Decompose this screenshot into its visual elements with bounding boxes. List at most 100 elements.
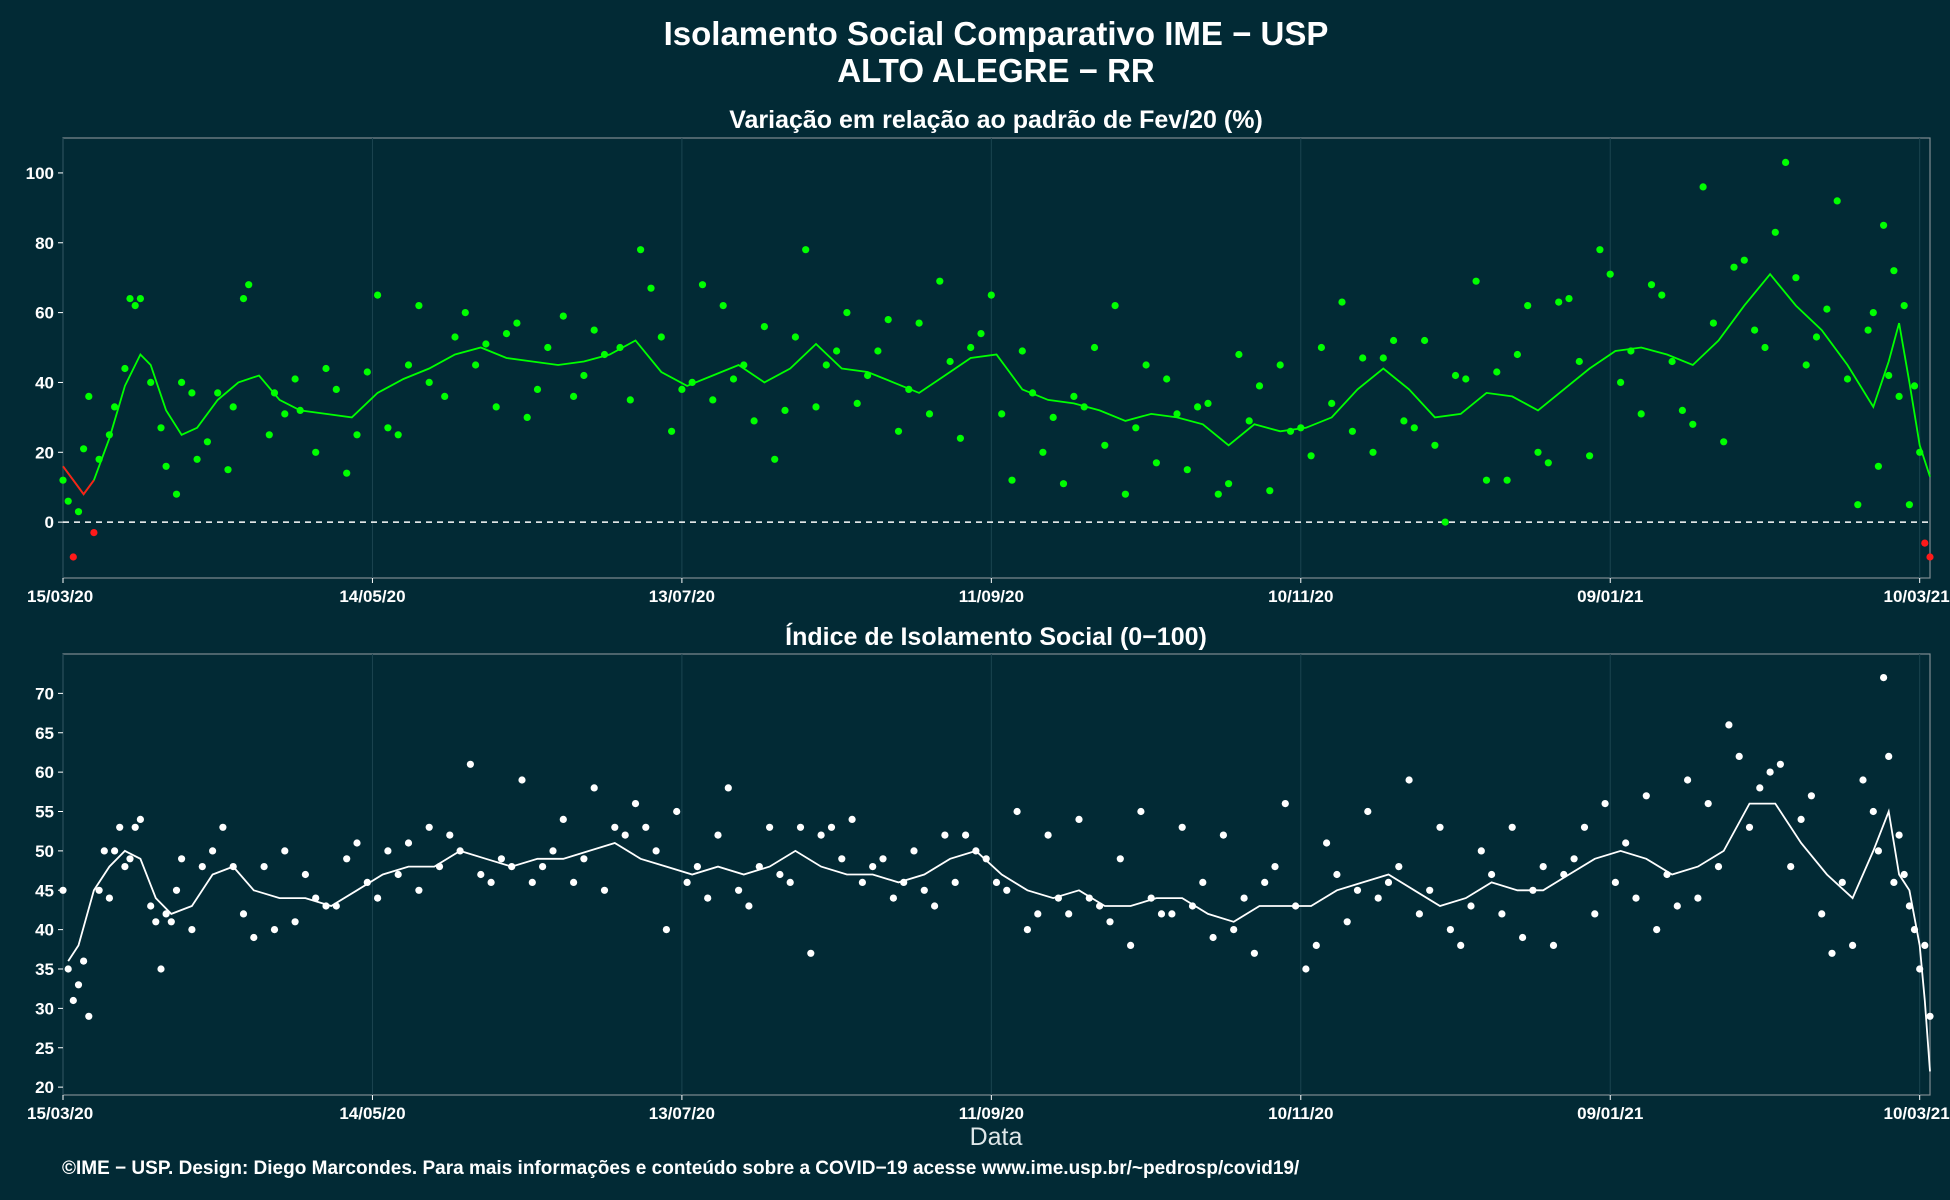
- variation-data-point: [64, 497, 72, 505]
- index-data-point: [152, 918, 160, 926]
- index-data-point: [477, 870, 485, 879]
- index-data-point: [1880, 674, 1888, 682]
- index-data-point: [1714, 863, 1723, 871]
- variation-data-point: [1286, 427, 1295, 435]
- index-data-point: [941, 831, 949, 839]
- index-data-point: [198, 863, 206, 871]
- variation-data-point: [188, 389, 196, 397]
- index-data-point: [74, 981, 83, 989]
- index-data-point: [869, 863, 877, 871]
- variation-data-point: [822, 361, 830, 369]
- index-data-point: [1168, 910, 1176, 918]
- variation-data-point: [1297, 424, 1305, 432]
- index-y-tick-label: 20: [35, 1078, 54, 1097]
- index-x-tick-label: 11/09/20: [959, 1104, 1024, 1123]
- variation-data-point: [1885, 371, 1893, 380]
- variation-data-point: [1008, 476, 1016, 484]
- index-data-point: [1869, 807, 1877, 816]
- variation-data-point: [80, 445, 88, 453]
- index-data-point: [1663, 870, 1671, 879]
- index-data-point: [1921, 941, 1929, 950]
- variation-data-point: [172, 490, 181, 498]
- variation-data-point: [1751, 326, 1759, 334]
- variation-data-point: [1070, 392, 1078, 400]
- variation-x-tick-label: 10/11/20: [1268, 587, 1333, 606]
- variation-data-point: [451, 333, 459, 341]
- variation-data-point: [600, 350, 609, 359]
- variation-data-point: [544, 343, 552, 352]
- index-data-point: [1756, 784, 1764, 792]
- variation-data-point: [1029, 389, 1037, 397]
- variation-data-point: [1410, 424, 1418, 432]
- variation-data-point: [265, 431, 273, 439]
- variation-data-point: [1895, 392, 1903, 400]
- variation-data-point: [312, 448, 320, 456]
- index-data-point: [1343, 918, 1351, 926]
- index-data-point: [518, 776, 526, 784]
- index-data-point: [1054, 894, 1062, 902]
- variation-data-point: [657, 333, 665, 341]
- index-data-point: [131, 823, 139, 831]
- variation-data-point: [1266, 487, 1274, 495]
- index-data-point: [100, 847, 108, 855]
- index-data-point: [962, 831, 970, 839]
- variation-data-point: [1039, 448, 1047, 456]
- variation-data-point: [1833, 197, 1841, 205]
- index-data-point: [1116, 855, 1124, 863]
- index-data-point: [1157, 910, 1166, 918]
- variation-data-point: [781, 406, 789, 414]
- index-data-point: [343, 855, 351, 863]
- variation-data-point: [131, 302, 139, 310]
- variation-data-point: [1482, 476, 1491, 484]
- index-data-point: [1137, 807, 1145, 816]
- index-data-point: [1209, 933, 1217, 942]
- index-data-point: [1642, 792, 1650, 800]
- index-data-point: [704, 894, 712, 902]
- variation-data-point: [750, 417, 758, 425]
- variation-data-point: [74, 508, 83, 516]
- variation-x-tick-label: 09/01/21: [1577, 587, 1643, 606]
- index-data-point: [1529, 886, 1537, 894]
- variation-data-point: [1472, 277, 1480, 285]
- index-data-point: [972, 847, 980, 855]
- variation-data-point: [1792, 274, 1800, 282]
- variation-data-point: [1369, 448, 1377, 456]
- variation-data-point: [1637, 410, 1645, 418]
- index-data-point: [1467, 902, 1475, 910]
- variation-data-point: [343, 469, 351, 477]
- index-data-point: [1498, 910, 1506, 918]
- variation-y-tick-label: 0: [45, 513, 54, 532]
- variation-data-point: [270, 389, 279, 397]
- index-data-point: [1075, 815, 1083, 824]
- variation-data-point: [1152, 459, 1160, 467]
- index-data-point: [1023, 926, 1031, 934]
- index-data-point: [807, 949, 815, 957]
- variation-data-point: [967, 343, 975, 352]
- index-data-point: [1895, 831, 1903, 839]
- variation-data-point: [1647, 281, 1656, 289]
- variation-data-point: [1534, 448, 1542, 456]
- index-data-point: [1890, 878, 1898, 887]
- index-data-point: [291, 918, 299, 926]
- variation-data-point: [843, 309, 851, 317]
- index-data-point: [1519, 933, 1527, 942]
- variation-data-point: [977, 330, 985, 338]
- index-data-point: [1549, 941, 1558, 950]
- variation-data-point: [1910, 382, 1919, 390]
- index-data-point: [1653, 926, 1661, 934]
- index-data-point: [693, 863, 702, 871]
- index-y-tick-label: 40: [35, 921, 54, 940]
- variation-data-point: [229, 403, 237, 411]
- index-data-point: [167, 918, 175, 926]
- index-data-point: [239, 910, 248, 918]
- index-data-point: [260, 863, 268, 871]
- variation-data-point: [1596, 246, 1604, 254]
- variation-data-point: [853, 399, 861, 407]
- variation-data-point: [1699, 183, 1707, 191]
- index-data-point: [1916, 965, 1924, 973]
- index-data-point: [1477, 847, 1485, 855]
- variation-data-point: [956, 434, 965, 442]
- index-data-point: [281, 847, 289, 855]
- variation-data-point: [580, 371, 588, 380]
